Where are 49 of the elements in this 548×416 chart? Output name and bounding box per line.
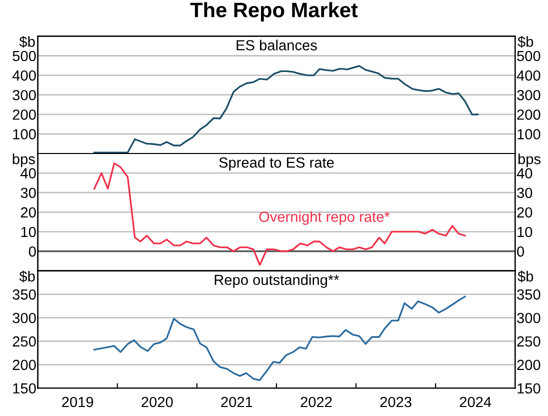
y-axis-title: $b [19,36,35,48]
y-tick-label: 100 [13,129,36,140]
chart-subtitle: ES balances [236,40,317,50]
x-tick-label: 2020 [142,396,173,408]
y-tick-label: 200 [12,110,36,120]
x-tick-label: 2024 [460,396,492,408]
y2-tick-label: 20 [517,207,532,218]
y2-tick-label: 250 [517,336,540,347]
y2-tick-label: 100 [518,129,540,140]
chart-subtitle: Repo outstanding** [214,274,340,288]
y-tick-label: 40 [20,168,36,178]
y2-tick-label: 300 [517,90,540,100]
y-tick-label: 250 [12,336,36,347]
x-tick-label: 2022 [300,396,332,408]
y-tick-label: 10 [21,226,36,238]
y-tick-label: 20 [20,207,36,218]
y2-tick-label: 200 [517,360,540,370]
chart-subtitle: Spread to ES rate [219,157,334,171]
y2-tick-label: 400 [516,70,540,81]
y2-tick-label: 30 [517,188,532,198]
x-tick-label: 2023 [380,396,412,408]
y-tick-label: 300 [12,312,36,324]
y-tick-label: 150 [13,383,36,394]
y2-tick-label: 300 [517,312,540,324]
y-tick-label: 0 [28,246,36,257]
line-series [93,296,466,381]
y2-tick-label: 200 [517,110,540,120]
y-axis-title: bps [12,154,35,168]
y-tick-label: 300 [12,90,36,100]
y2-tick-label: 40 [516,168,532,178]
y-axis-title: $b [19,270,35,282]
y2-tick-label: 150 [518,383,540,394]
y2-tick-label: 0 [517,246,524,257]
x-tick-label: 2019 [62,396,94,408]
x-tick-label: 2021 [221,396,252,408]
y-tick-label: 200 [12,360,36,370]
y-tick-label: 500 [12,50,36,62]
chart-title: The Repo Market [190,2,358,22]
y-tick-label: 30 [20,188,36,198]
series-label: Overnight repo rate* [259,211,390,225]
y2-axis-title: bps [518,154,540,168]
y-tick-label: 350 [12,289,36,300]
y2-tick-label: 350 [517,289,540,300]
y2-axis-title: $b [518,270,534,282]
y2-tick-label: 500 [517,50,540,62]
y2-tick-label: 10 [518,226,532,238]
y-tick-label: 400 [12,70,36,81]
line-series [93,65,479,154]
y2-axis-title: $b [518,36,534,48]
